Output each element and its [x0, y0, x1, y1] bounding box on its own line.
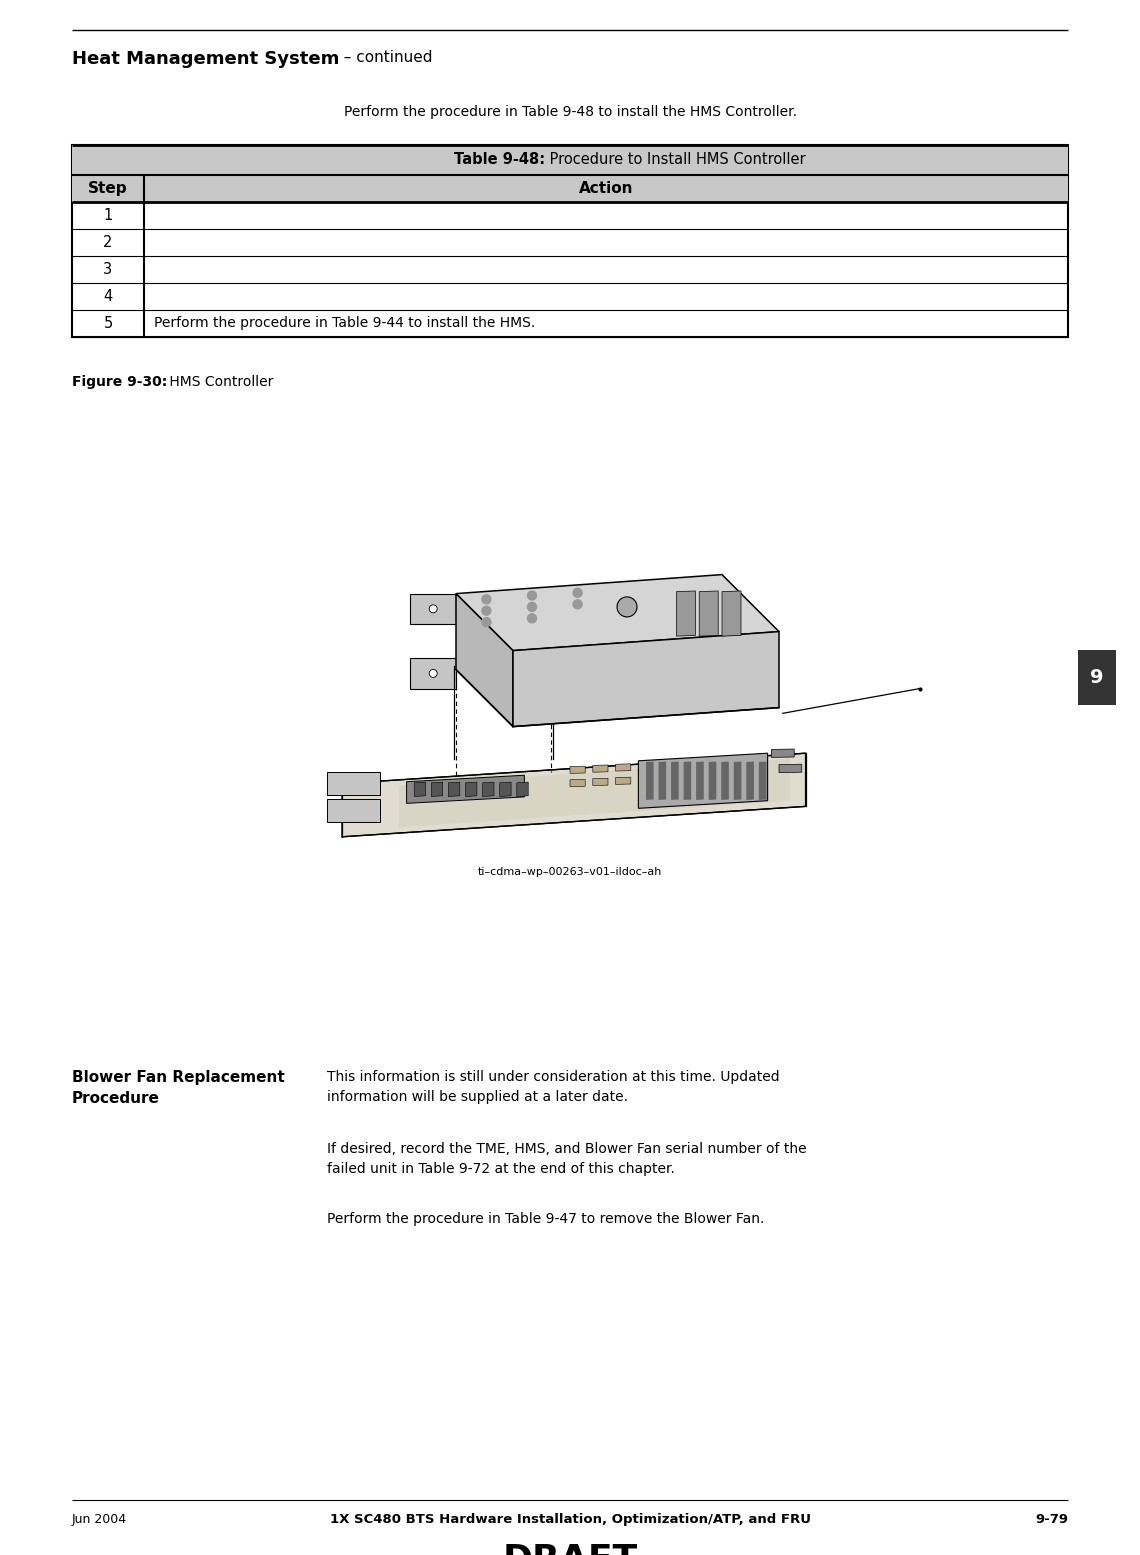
Polygon shape: [747, 762, 754, 799]
Polygon shape: [779, 764, 801, 773]
Bar: [72, 145, 1068, 176]
Circle shape: [573, 588, 583, 597]
Polygon shape: [399, 759, 790, 827]
Circle shape: [482, 617, 491, 627]
Text: Perform the procedure in Table 9-44 to install the HMS.: Perform the procedure in Table 9-44 to i…: [154, 317, 536, 331]
Text: ti–cdma–wp–00263–v01–ildoc–ah: ti–cdma–wp–00263–v01–ildoc–ah: [478, 866, 662, 877]
Polygon shape: [659, 762, 666, 799]
Circle shape: [482, 606, 491, 616]
Polygon shape: [482, 782, 494, 796]
Text: 2: 2: [104, 235, 113, 250]
Polygon shape: [499, 782, 511, 796]
Text: 9: 9: [1090, 669, 1104, 687]
Text: Action: Action: [579, 180, 633, 196]
Text: Table 9-48:: Table 9-48:: [454, 152, 545, 168]
Polygon shape: [759, 762, 766, 799]
Polygon shape: [616, 778, 630, 784]
Text: Figure 9-30:: Figure 9-30:: [72, 375, 168, 389]
Text: 3: 3: [104, 261, 113, 277]
Polygon shape: [616, 764, 630, 771]
Text: DRAFT: DRAFT: [503, 1543, 637, 1555]
Circle shape: [528, 614, 537, 624]
Text: HMS Controller: HMS Controller: [165, 375, 274, 389]
Polygon shape: [456, 594, 513, 726]
Polygon shape: [410, 658, 456, 689]
Polygon shape: [722, 762, 728, 799]
Bar: [72, 176, 1068, 202]
Text: – continued: – continued: [334, 50, 432, 65]
Circle shape: [429, 669, 438, 678]
Polygon shape: [456, 575, 779, 650]
Text: If desired, record the TME, HMS, and Blower Fan serial number of the
failed unit: If desired, record the TME, HMS, and Blo…: [327, 1141, 807, 1176]
Polygon shape: [327, 773, 380, 795]
Polygon shape: [513, 631, 779, 726]
Polygon shape: [646, 762, 653, 799]
Polygon shape: [448, 782, 459, 796]
Polygon shape: [722, 591, 741, 636]
Polygon shape: [465, 782, 477, 796]
Polygon shape: [593, 765, 608, 773]
Polygon shape: [684, 762, 691, 799]
Polygon shape: [676, 591, 695, 636]
Polygon shape: [734, 762, 741, 799]
Circle shape: [528, 591, 537, 600]
Text: Blower Fan Replacement
Procedure: Blower Fan Replacement Procedure: [72, 1070, 285, 1106]
Polygon shape: [414, 782, 425, 796]
Circle shape: [528, 602, 537, 611]
Polygon shape: [709, 762, 716, 799]
Polygon shape: [570, 779, 585, 787]
Text: This information is still under consideration at this time. Updated
information : This information is still under consider…: [327, 1070, 780, 1104]
Text: 1: 1: [104, 208, 113, 222]
Text: Perform the procedure in Table 9-47 to remove the Blower Fan.: Perform the procedure in Table 9-47 to r…: [327, 1211, 765, 1225]
Bar: [1078, 650, 1116, 704]
Polygon shape: [570, 767, 585, 773]
Circle shape: [573, 600, 583, 608]
Text: Step: Step: [88, 180, 128, 196]
Text: Procedure to Install HMS Controller: Procedure to Install HMS Controller: [545, 152, 806, 168]
Polygon shape: [327, 799, 380, 821]
Text: Heat Management System: Heat Management System: [72, 50, 340, 68]
Polygon shape: [699, 591, 718, 636]
Text: 1X SC480 BTS Hardware Installation, Optimization/ATP, and FRU: 1X SC480 BTS Hardware Installation, Opti…: [329, 1513, 811, 1525]
Text: Perform the procedure in Table 9-48 to install the HMS Controller.: Perform the procedure in Table 9-48 to i…: [343, 106, 797, 120]
Polygon shape: [697, 762, 703, 799]
Polygon shape: [638, 753, 767, 809]
Text: 5: 5: [104, 316, 113, 331]
Circle shape: [482, 596, 491, 603]
Text: 4: 4: [104, 289, 113, 303]
Polygon shape: [410, 594, 456, 624]
Circle shape: [617, 597, 637, 617]
Polygon shape: [516, 782, 528, 796]
Text: 9-79: 9-79: [1035, 1513, 1068, 1525]
Bar: [72, 145, 1068, 337]
Polygon shape: [772, 750, 795, 757]
Circle shape: [429, 605, 438, 613]
Polygon shape: [407, 776, 524, 804]
Polygon shape: [342, 753, 806, 837]
Polygon shape: [671, 762, 678, 799]
Text: Jun 2004: Jun 2004: [72, 1513, 128, 1525]
Polygon shape: [593, 779, 608, 785]
Polygon shape: [431, 782, 442, 796]
